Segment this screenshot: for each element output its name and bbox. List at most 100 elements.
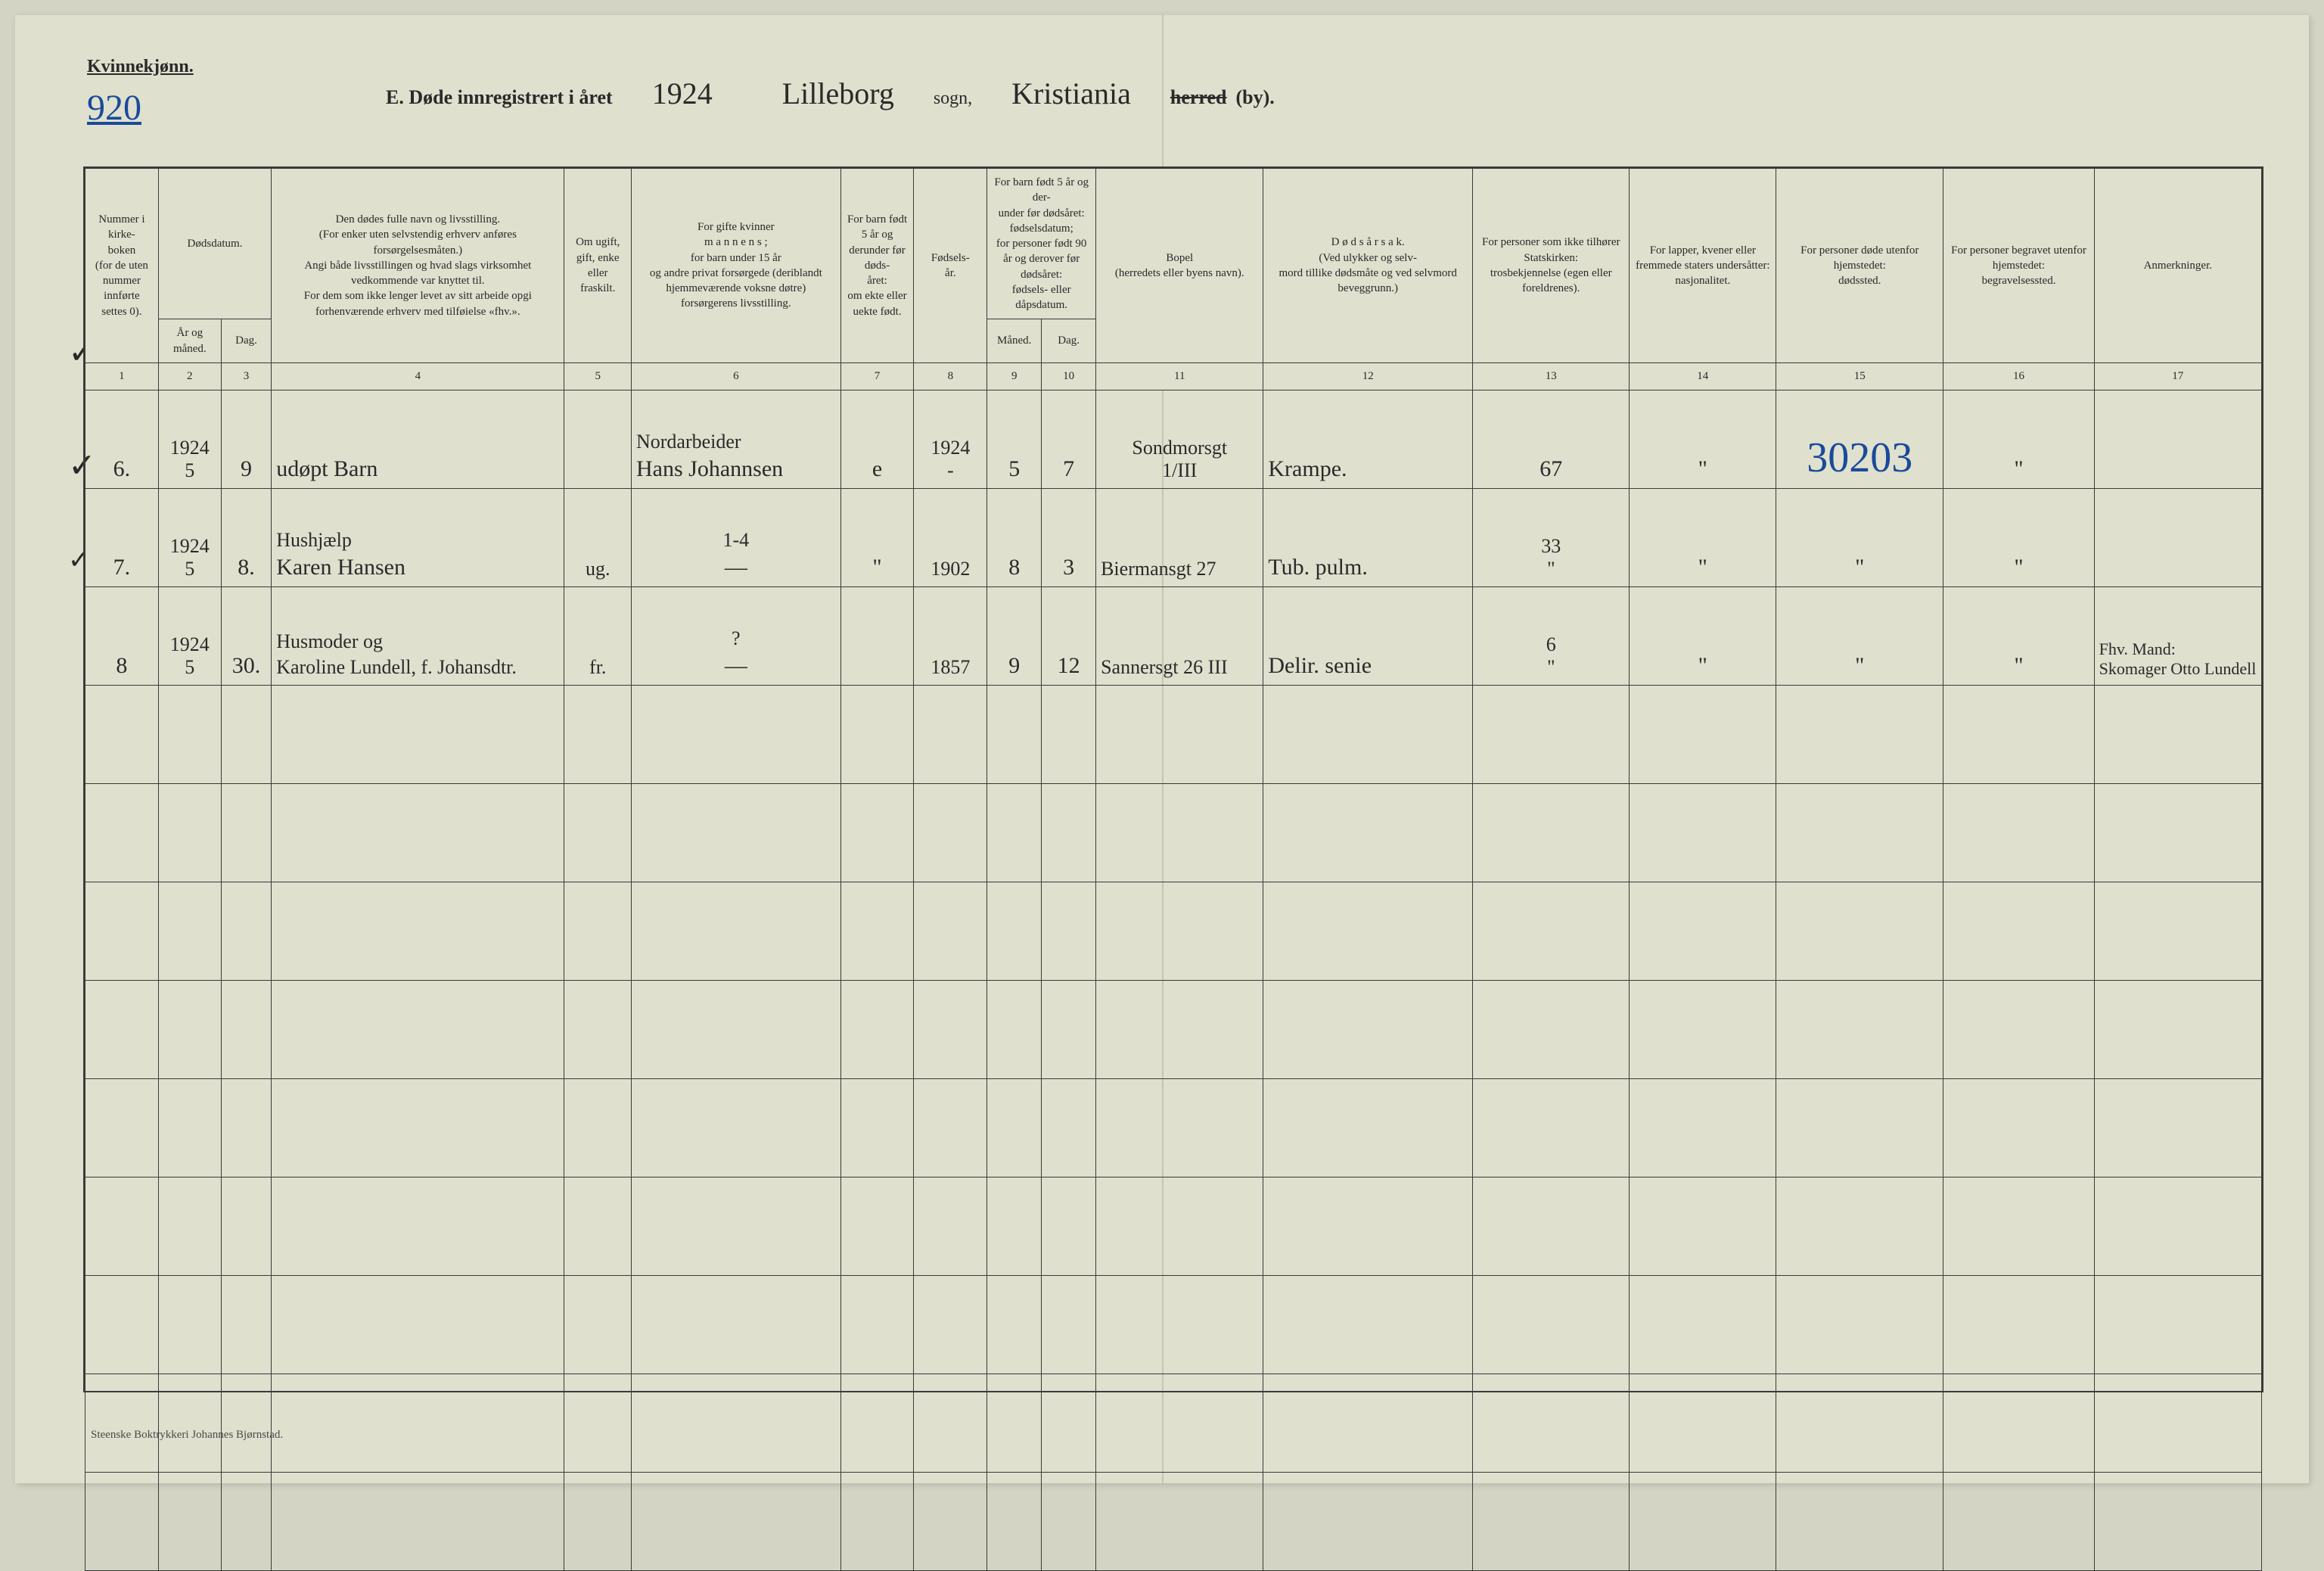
- cell-text: 33": [1477, 535, 1624, 580]
- table-head: Nummer i kirke-boken(for de uten nummer …: [85, 169, 2262, 390]
- col-header-14: For lapper, kvener eller fremmede stater…: [1630, 169, 1776, 363]
- col-header-9a: Måned.: [987, 319, 1042, 363]
- cell-ekte: [840, 586, 914, 685]
- title-line: E. Døde innregistrert i året 1924 Lilleb…: [386, 76, 2263, 111]
- cell-remarks: [2094, 390, 2261, 488]
- col-header-9b: Dag.: [1042, 319, 1096, 363]
- colnum: 5: [564, 362, 632, 390]
- title-parish: Lilleborg: [752, 76, 924, 111]
- cell-status: fr.: [564, 586, 632, 685]
- table-row-blank: [85, 783, 2262, 882]
- cell-day: 8.: [221, 488, 271, 586]
- cell-text: Nordarbeider: [636, 431, 836, 453]
- table-row: 7. 19245 8. HushjælpKaren Hansen ug. 1-4…: [85, 488, 2262, 586]
- cell-text: Karen Hansen: [276, 555, 559, 580]
- table-row-blank: [85, 1078, 2262, 1177]
- header-row-1: Nummer i kirke-boken(for de uten nummer …: [85, 169, 2262, 319]
- col-header-2b: Dag.: [221, 319, 271, 363]
- colnum: 15: [1776, 362, 1943, 390]
- table-row-blank: [85, 685, 2262, 783]
- cell-text: 1-4: [636, 529, 836, 552]
- cell-year-month: 19245: [158, 488, 221, 586]
- cell-name: Husmoder ogKaroline Lundell, f. Johansdt…: [272, 586, 564, 685]
- ledger-table: Nummer i kirke-boken(for de uten nummer …: [85, 168, 2262, 1571]
- cell-remarks: [2094, 488, 2261, 586]
- colnum: 8: [914, 362, 987, 390]
- col-header-12: D ø d s å r s a k.(Ved ulykker og selv-m…: [1263, 169, 1473, 363]
- table-body: 6. 19245 9 udøpt Barn NordarbeiderHans J…: [85, 390, 2262, 1570]
- col-header-11: Bopel(herredets eller byens navn).: [1096, 169, 1263, 363]
- cell-text: Hans Johannsen: [636, 456, 836, 482]
- cell-text: 19245: [163, 633, 216, 679]
- colnum: 9: [987, 362, 1042, 390]
- cell-nationality: ": [1630, 586, 1776, 685]
- cell-text: —: [636, 653, 836, 679]
- cell-text: udøpt Barn: [276, 456, 559, 482]
- cell-deathplace: ": [1776, 488, 1943, 586]
- ledger-table-wrap: Nummer i kirke-boken(for de uten nummer …: [83, 166, 2263, 1392]
- cell-year-month: 19245: [158, 586, 221, 685]
- column-number-row: 1 2 3 4 5 6 7 8 9 10 11 12 13 14 15 16 1: [85, 362, 2262, 390]
- col-header-2-top: Dødsdatum.: [158, 169, 271, 319]
- cell-residence: Sannersgt 26 III: [1096, 586, 1263, 685]
- cell-text: ?: [636, 627, 836, 650]
- cell-provider: Nordarbeider Hans Johannsen: [632, 390, 841, 488]
- colnum: 10: [1042, 362, 1096, 390]
- col-header-15: For personer døde utenfor hjemstedet:død…: [1776, 169, 1943, 363]
- table-row: 8 19245 30. Husmoder ogKaroline Lundell,…: [85, 586, 2262, 685]
- colnum: 14: [1630, 362, 1776, 390]
- cell-birthyear: 1857: [914, 586, 987, 685]
- cell-text: Sondmorsgt1/III: [1101, 437, 1258, 482]
- cell-residence: Sondmorsgt1/III: [1096, 390, 1263, 488]
- table-row-blank: [85, 980, 2262, 1078]
- colnum: 16: [1943, 362, 2094, 390]
- table-row-blank: [85, 1472, 2262, 1570]
- cell-provider: 1-4—: [632, 488, 841, 586]
- herred-label: herred: [1170, 86, 1227, 109]
- cell-ekte: e: [840, 390, 914, 488]
- col-header-5: Om ugift, gift, enke eller fraskilt.: [564, 169, 632, 363]
- cell-residence: Biermansgt 27: [1096, 488, 1263, 586]
- cell-text: 19245: [163, 437, 216, 482]
- col-header-4: Den dødes fulle navn og livsstilling.(Fo…: [272, 169, 564, 363]
- cell-num: 8: [85, 586, 159, 685]
- col-header-2a: År og måned.: [158, 319, 221, 363]
- cell-birthday: 7: [1042, 390, 1096, 488]
- colnum: 2: [158, 362, 221, 390]
- cell-status: ug.: [564, 488, 632, 586]
- cell-name: udøpt Barn: [272, 390, 564, 488]
- table-row-blank: [85, 1177, 2262, 1275]
- colnum: 7: [840, 362, 914, 390]
- cell-birthday: 12: [1042, 586, 1096, 685]
- col-header-7: For barn født 5 år og derunder før døds-…: [840, 169, 914, 363]
- table-row-blank: [85, 882, 2262, 980]
- cell-creed: 67: [1473, 390, 1630, 488]
- printer-credit: Steenske Boktrykkeri Johannes Bjørnstad.: [91, 1429, 283, 1442]
- cell-text: Fhv. Mand:Skomager Otto Lundell: [2099, 639, 2257, 679]
- cell-status: [564, 390, 632, 488]
- cell-deathplace: ": [1776, 586, 1943, 685]
- table-row-blank: [85, 1275, 2262, 1373]
- cell-ekte: ": [840, 488, 914, 586]
- cell-text: Karoline Lundell, f. Johansdtr.: [276, 656, 559, 679]
- table-row-blank: [85, 1373, 2262, 1472]
- colnum: 6: [632, 362, 841, 390]
- title-year: 1924: [622, 76, 743, 111]
- colnum: 4: [272, 362, 564, 390]
- col-header-9-top: For barn født 5 år og der-under før døds…: [987, 169, 1096, 319]
- cell-deathplace: 30203: [1776, 390, 1943, 488]
- table-row: 6. 19245 9 udøpt Barn NordarbeiderHans J…: [85, 390, 2262, 488]
- cell-num: 6.: [85, 390, 159, 488]
- title-city: Kristiania: [981, 76, 1161, 111]
- cell-text: 1924-: [918, 437, 982, 482]
- col-header-8: Fødsels-år.: [914, 169, 987, 363]
- cell-birthmonth: 8: [987, 488, 1042, 586]
- page-number: 920: [87, 87, 141, 129]
- colnum: 1: [85, 362, 159, 390]
- cell-provider: ?—: [632, 586, 841, 685]
- cell-text: Hushjælp: [276, 529, 559, 552]
- colnum: 11: [1096, 362, 1263, 390]
- cell-burial: ": [1943, 390, 2094, 488]
- cell-burial: ": [1943, 586, 2094, 685]
- ledger-page: Kvinnekjønn. 920 E. Døde innregistrert i…: [15, 15, 2309, 1483]
